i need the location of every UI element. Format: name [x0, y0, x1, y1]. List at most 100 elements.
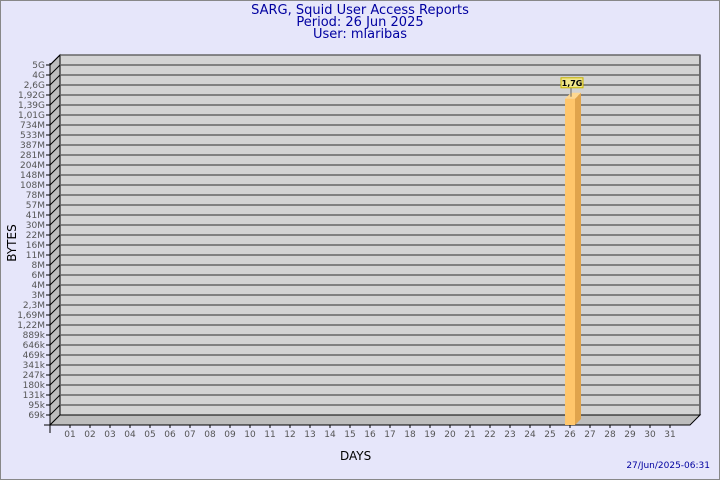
y-tick-diagonal	[49, 254, 61, 266]
y-tick-diagonal	[49, 284, 61, 296]
y-tick-diagonal	[49, 94, 61, 106]
y-tick-label: 1,92G	[18, 91, 45, 101]
x-tick-label: 02	[84, 430, 95, 440]
y-tick-diagonal	[49, 394, 61, 406]
y-tick-diagonal	[49, 234, 61, 246]
x-tick-label: 31	[664, 430, 675, 440]
x-tick-label: 24	[524, 430, 536, 440]
y-tick-label: 11M	[26, 251, 45, 261]
y-tick-label: 2,3M	[23, 301, 45, 311]
y-tick-label: 1,01G	[18, 111, 45, 121]
y-tick-label: 4M	[32, 281, 46, 291]
chart-user: User: mlaribas	[312, 27, 408, 42]
x-tick-label: 05	[144, 430, 155, 440]
y-tick-label: 180k	[23, 381, 46, 391]
y-tick-label: 204M	[20, 161, 45, 171]
y-tick-label: 646k	[23, 341, 46, 351]
plot-floor	[48, 414, 702, 426]
bar-side	[575, 92, 581, 425]
y-tick-label: 734M	[20, 121, 45, 131]
y-tick-label: 108M	[20, 181, 45, 191]
y-tick-label: 1,69M	[17, 311, 45, 321]
y-tick-label: 57M	[26, 201, 45, 211]
x-axis-label: DAYS	[340, 449, 371, 463]
y-tick-diagonal	[49, 204, 61, 216]
y-tick-label: 889k	[23, 331, 46, 341]
x-tick-label: 20	[444, 430, 456, 440]
y-tick-label: 1,39G	[18, 101, 45, 111]
x-tick-label: 30	[644, 430, 656, 440]
y-tick-diagonal	[49, 344, 61, 356]
y-tick-label: 533M	[20, 131, 45, 141]
x-tick-label: 23	[504, 430, 515, 440]
x-tick-label: 12	[284, 430, 295, 440]
bar-label-box	[560, 77, 584, 89]
y-tick-label: 247k	[23, 371, 46, 381]
x-tick-label: 18	[404, 430, 416, 440]
y-tick-diagonal	[49, 214, 61, 226]
y-tick-diagonal	[49, 54, 61, 66]
chart-period: Period: 26 Jun 2025	[296, 15, 424, 30]
x-tick-label: 21	[464, 430, 475, 440]
y-tick-label: 16M	[26, 241, 45, 251]
x-tick-label: 13	[304, 430, 315, 440]
x-tick-label: 04	[124, 430, 136, 440]
y-tick-diagonal	[49, 194, 61, 206]
y-tick-label: 469k	[23, 351, 46, 361]
y-tick-label: 5G	[32, 61, 45, 71]
x-tick-label: 28	[604, 430, 616, 440]
generated-timestamp: 27/Jun/2025-06:31	[626, 461, 710, 471]
y-tick-diagonal	[49, 264, 61, 276]
y-tick-label: 30M	[26, 221, 45, 231]
y-tick-label: 148M	[20, 171, 45, 181]
y-tick-diagonal	[49, 404, 61, 416]
x-tick-label: 27	[584, 430, 595, 440]
y-tick-diagonal	[49, 134, 61, 146]
x-tick-label: 07	[184, 430, 195, 440]
y-tick-label: 387M	[20, 141, 45, 151]
y-tick-label: 6M	[32, 271, 46, 281]
y-tick-diagonal	[49, 154, 61, 166]
y-tick-diagonal	[49, 84, 61, 96]
y-tick-diagonal	[49, 114, 61, 126]
y-tick-diagonal	[49, 124, 61, 136]
y-tick-label: 41M	[26, 211, 45, 221]
y-tick-diagonal	[49, 304, 61, 316]
y-tick-diagonal	[49, 364, 61, 376]
x-tick-label: 06	[164, 430, 176, 440]
x-tick-label: 08	[204, 430, 216, 440]
y-tick-diagonal	[49, 224, 61, 236]
x-tick-label: 16	[364, 430, 376, 440]
y-tick-label: 95k	[28, 401, 45, 411]
y-tick-diagonal	[49, 104, 61, 116]
y-tick-diagonal	[49, 314, 61, 326]
y-tick-label: 69k	[28, 411, 45, 421]
y-tick-label: 8M	[32, 261, 46, 271]
y-tick-diagonal	[49, 294, 61, 306]
x-tick-label: 01	[64, 430, 75, 440]
y-tick-diagonal	[49, 324, 61, 336]
y-tick-diagonal	[49, 354, 61, 366]
y-tick-diagonal	[49, 384, 61, 396]
y-tick-label: 131k	[23, 391, 46, 401]
y-tick-label: 22M	[26, 231, 45, 241]
y-tick-label: 3M	[32, 291, 46, 301]
y-axis-label: BYTES	[5, 224, 19, 261]
y-tick-diagonal	[49, 244, 61, 256]
y-tick-diagonal	[49, 274, 61, 286]
y-tick-label: 2,6G	[24, 81, 45, 91]
y-tick-label: 1,22M	[17, 321, 45, 331]
bar	[565, 98, 575, 425]
y-tick-diagonal	[49, 334, 61, 346]
x-tick-label: 17	[384, 430, 395, 440]
x-tick-label: 19	[424, 430, 436, 440]
x-tick-label: 26	[564, 430, 576, 440]
y-tick-label: 281M	[20, 151, 45, 161]
x-tick-label: 03	[104, 430, 115, 440]
chart-title: SARG, Squid User Access Reports	[251, 3, 469, 18]
y-tick-label: 78M	[26, 191, 45, 201]
y-tick-diagonal	[49, 74, 61, 86]
x-tick-label: 10	[244, 430, 256, 440]
y-tick-diagonal	[49, 184, 61, 196]
